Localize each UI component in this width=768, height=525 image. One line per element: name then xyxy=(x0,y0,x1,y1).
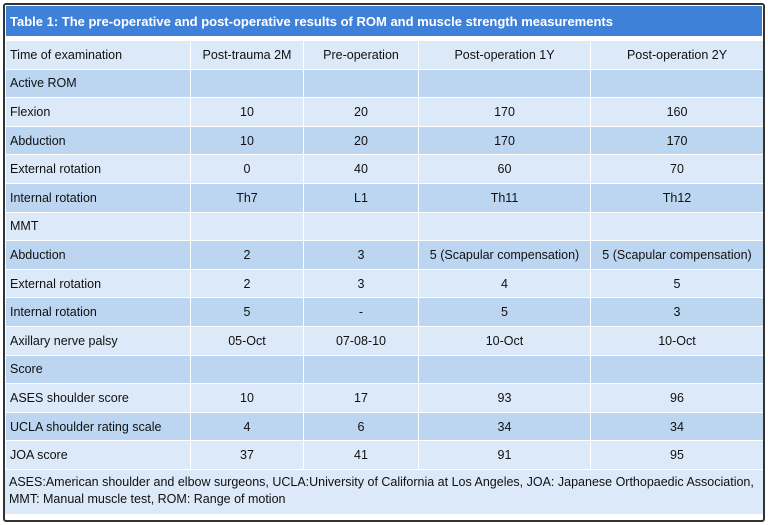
cell: 34 xyxy=(418,411,591,442)
row-label: Flexion xyxy=(5,97,191,127)
cell: L1 xyxy=(303,182,419,213)
data-table: Time of examination Post-trauma 2M Pre-ope… xyxy=(5,40,763,470)
cell: Pre-operation xyxy=(303,40,419,70)
cell: Post-trauma 2M xyxy=(190,40,304,70)
empty-cell xyxy=(303,354,419,385)
cell: Th7 xyxy=(190,182,304,213)
cell: Post-operation 2Y xyxy=(590,40,763,70)
cell: 37 xyxy=(190,440,304,470)
cell: 4 xyxy=(418,268,591,299)
cell: 07-08-10 xyxy=(303,325,419,356)
data-row: External rotation 0 40 60 70 xyxy=(5,154,763,184)
cell: 20 xyxy=(303,97,419,127)
cell: 10 xyxy=(190,125,304,156)
cell: 70 xyxy=(590,154,763,184)
row-label: Axillary nerve palsy xyxy=(5,325,191,356)
cell: 170 xyxy=(418,125,591,156)
cell: 10 xyxy=(190,383,304,413)
cell: 5 (Scapular compensation) xyxy=(418,240,591,270)
empty-cell xyxy=(418,354,591,385)
row-label: Abduction xyxy=(5,125,191,156)
data-row: Abduction 2 3 5 (Scapular compensation) 5 (S… xyxy=(5,240,763,270)
empty-cell xyxy=(190,68,304,99)
empty-cell xyxy=(418,211,591,242)
cell: Th12 xyxy=(590,182,763,213)
empty-cell xyxy=(303,68,419,99)
cell: 5 xyxy=(190,297,304,327)
empty-cell xyxy=(190,211,304,242)
data-row: External rotation 2 3 4 5 xyxy=(5,268,763,299)
section-row: Score xyxy=(5,354,763,385)
empty-cell xyxy=(590,354,763,385)
cell: 93 xyxy=(418,383,591,413)
cell: 2 xyxy=(190,240,304,270)
cell: 170 xyxy=(590,125,763,156)
cell: 170 xyxy=(418,97,591,127)
empty-cell xyxy=(590,68,763,99)
row-label: Internal rotation xyxy=(5,297,191,327)
data-row: Axillary nerve palsy 05-Oct 07-08-10 10-Oct… xyxy=(5,325,763,356)
row-label: Internal rotation xyxy=(5,182,191,213)
cell: 20 xyxy=(303,125,419,156)
cell: 160 xyxy=(590,97,763,127)
data-row: Flexion 10 20 170 160 xyxy=(5,97,763,127)
cell: 05-Oct xyxy=(190,325,304,356)
cell: 17 xyxy=(303,383,419,413)
cell: 3 xyxy=(303,240,419,270)
data-row: Internal rotation 5-5 3 xyxy=(5,297,763,327)
cell: Th11 xyxy=(418,182,591,213)
cell: 5 xyxy=(590,268,763,299)
data-row: UCLA shoulder rating scale 4 6 34 34 xyxy=(5,411,763,442)
cell: - xyxy=(303,297,419,327)
empty-cell xyxy=(303,211,419,242)
cell: 4 xyxy=(190,411,304,442)
cell: 41 xyxy=(303,440,419,470)
cell: 0 xyxy=(190,154,304,184)
row-label: External rotation xyxy=(5,154,191,184)
cell: 10-Oct xyxy=(418,325,591,356)
data-row: Abduction 10 20 170 170 xyxy=(5,125,763,156)
cell: 3 xyxy=(590,297,763,327)
row-label: Abduction xyxy=(5,240,191,270)
section-row: MMT xyxy=(5,211,763,242)
cell: 10-Oct xyxy=(590,325,763,356)
cell: 96 xyxy=(590,383,763,413)
cell: 60 xyxy=(418,154,591,184)
footnote: ASES:American shoulder and elbow surgeon… xyxy=(5,469,763,514)
row-label: MMT xyxy=(5,211,191,242)
data-row: Internal rotation Th7 L1 Th11 Th12 xyxy=(5,182,763,213)
row-label: UCLA shoulder rating scale xyxy=(5,411,191,442)
empty-cell xyxy=(418,68,591,99)
row-label: Active ROM xyxy=(5,68,191,99)
section-row: Active ROM xyxy=(5,68,763,99)
cell: 6 xyxy=(303,411,419,442)
cell: 91 xyxy=(418,440,591,470)
table-title: Table 1: The pre-operative and post-oper… xyxy=(5,5,763,37)
cell: 40 xyxy=(303,154,419,184)
row-label: Time of examination xyxy=(5,40,191,70)
cell: 34 xyxy=(590,411,763,442)
data-row: JOA score 37 41 91 95 xyxy=(5,440,763,470)
cell: 5 xyxy=(418,297,591,327)
row-label: JOA score xyxy=(5,440,191,470)
cell: 3 xyxy=(303,268,419,299)
cell: 10 xyxy=(190,97,304,127)
header-row: Time of examination Post-trauma 2M Pre-ope… xyxy=(5,40,763,70)
row-label: Score xyxy=(5,354,191,385)
empty-cell xyxy=(190,354,304,385)
row-label: External rotation xyxy=(5,268,191,299)
table-frame: Table 1: The pre-operative and post-oper… xyxy=(3,3,765,522)
cell: Post-operation 1Y xyxy=(418,40,591,70)
empty-cell xyxy=(590,211,763,242)
data-row: ASES shoulder score 10 17 93 96 xyxy=(5,383,763,413)
cell: 95 xyxy=(590,440,763,470)
cell: 5 (Scapular compensation) xyxy=(590,240,763,270)
row-label: ASES shoulder score xyxy=(5,383,191,413)
cell: 2 xyxy=(190,268,304,299)
